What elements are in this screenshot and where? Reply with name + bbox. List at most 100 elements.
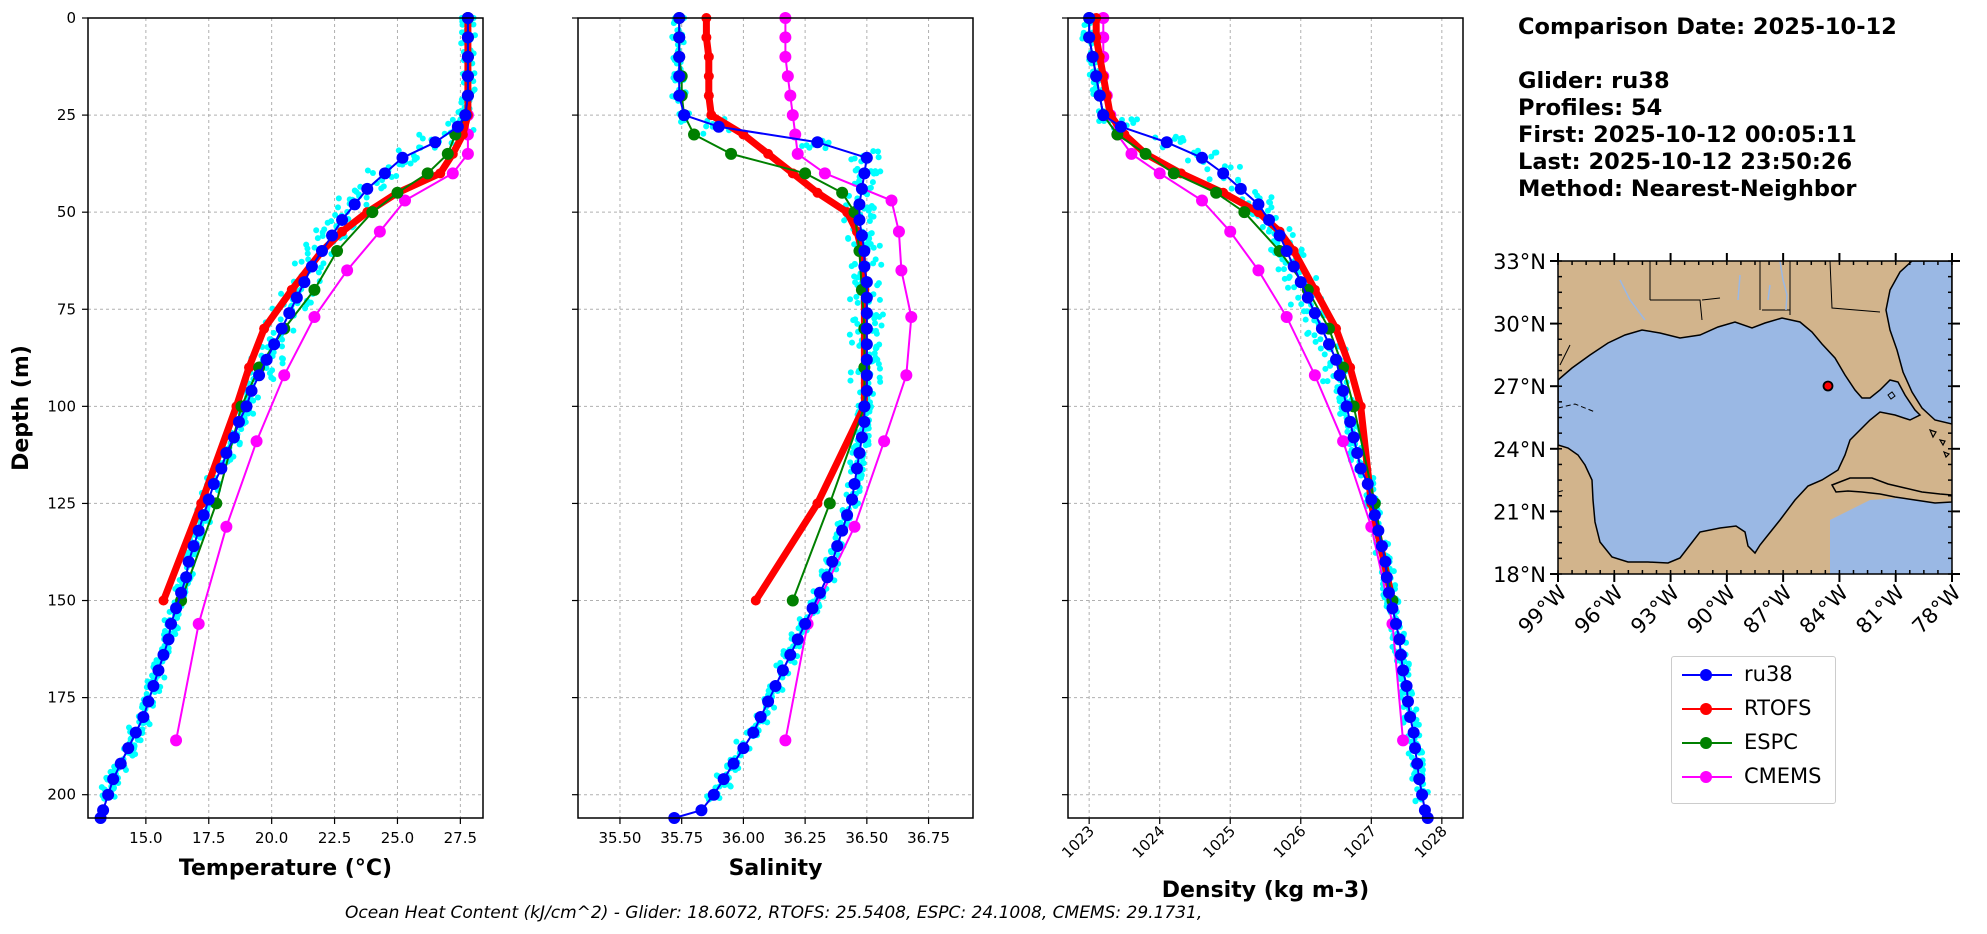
scatter-point bbox=[777, 659, 784, 666]
gulf-of-mexico-water bbox=[1558, 317, 1922, 564]
scatter-point bbox=[873, 343, 880, 350]
mexico-border bbox=[1558, 403, 1596, 493]
scatter-point bbox=[1303, 308, 1310, 315]
series-point bbox=[860, 151, 873, 164]
series-point bbox=[1160, 136, 1173, 149]
series-point bbox=[1397, 664, 1410, 677]
series-point bbox=[232, 415, 245, 428]
scatter-point bbox=[1252, 189, 1259, 196]
scatter-point bbox=[872, 320, 879, 327]
axes-frame bbox=[87, 17, 484, 819]
scatter-point bbox=[878, 322, 885, 329]
lat-label: 24°N bbox=[1493, 438, 1546, 462]
series-point bbox=[779, 734, 792, 747]
scatter-point bbox=[853, 293, 860, 300]
series-point bbox=[841, 509, 854, 522]
series-point bbox=[182, 555, 195, 568]
series-point bbox=[1380, 571, 1393, 584]
series-point bbox=[152, 664, 165, 677]
series-point bbox=[1322, 338, 1335, 351]
series-point bbox=[821, 571, 834, 584]
series-point bbox=[885, 194, 898, 207]
scatter-point bbox=[1302, 316, 1309, 323]
series-point bbox=[1365, 493, 1378, 506]
series-point bbox=[1083, 31, 1096, 44]
comparison-date: Comparison Date: 2025-10-12 bbox=[1518, 14, 1897, 40]
scatter-point bbox=[1304, 330, 1311, 337]
series-point bbox=[1382, 586, 1395, 599]
lon-label: 96°W bbox=[1570, 580, 1628, 638]
scatter-point bbox=[852, 279, 859, 286]
series-point bbox=[860, 307, 873, 320]
series-point bbox=[1389, 617, 1402, 630]
scatter-point bbox=[876, 242, 883, 249]
series-point bbox=[725, 147, 738, 160]
scatter-point bbox=[1322, 365, 1329, 372]
series-point bbox=[858, 260, 871, 273]
series-point bbox=[1337, 435, 1350, 448]
series-point bbox=[707, 788, 720, 801]
series-cmems bbox=[1097, 12, 1410, 747]
info-panel: Comparison Date: 2025-10-12 Glider: ru38… bbox=[1518, 14, 1897, 203]
series-point bbox=[850, 462, 863, 475]
series-point bbox=[1210, 186, 1223, 199]
series-point bbox=[192, 617, 205, 630]
scatter-point bbox=[335, 195, 342, 202]
series-point bbox=[114, 757, 127, 770]
scatter-point bbox=[852, 167, 859, 174]
scatter-point bbox=[1280, 266, 1287, 273]
x-tick-label: 17.5 bbox=[192, 829, 225, 847]
profile-count: Profiles: 54 bbox=[1518, 95, 1663, 121]
scatter-point bbox=[1298, 301, 1305, 308]
series-point bbox=[1375, 540, 1388, 553]
series-point bbox=[1347, 431, 1360, 444]
scatter-point bbox=[369, 169, 376, 176]
scatter-point bbox=[332, 211, 339, 218]
scatter-point bbox=[1184, 157, 1191, 164]
scatter-point bbox=[393, 173, 400, 180]
series-point bbox=[688, 128, 701, 141]
scatter-point bbox=[334, 204, 341, 211]
series-point bbox=[192, 524, 205, 537]
scatter-point bbox=[250, 397, 257, 404]
series-point bbox=[461, 147, 474, 160]
series-point bbox=[860, 276, 873, 289]
scatter-point bbox=[837, 519, 844, 526]
y-tick-label: 200 bbox=[47, 786, 76, 804]
series-point bbox=[1333, 369, 1346, 382]
series-point bbox=[1337, 384, 1350, 397]
scatter-point bbox=[875, 154, 882, 161]
series-point bbox=[461, 50, 474, 63]
series-point bbox=[451, 120, 464, 133]
series-point bbox=[459, 109, 472, 122]
series-point bbox=[1416, 788, 1429, 801]
scatter-point bbox=[1415, 721, 1422, 728]
series-point bbox=[1351, 446, 1364, 459]
scatter-point bbox=[878, 261, 885, 268]
salinity-panel: 35.50 35.75 36.00 36.25 36.50 36.75 Salinity bbox=[572, 12, 974, 881]
scatter-point bbox=[279, 336, 286, 343]
scatter-point bbox=[395, 147, 402, 154]
scatter-point bbox=[277, 316, 284, 323]
scatter-point bbox=[364, 167, 371, 174]
series-point bbox=[165, 617, 178, 630]
method: Method: Nearest-Neighbor bbox=[1518, 176, 1857, 202]
series-point bbox=[784, 648, 797, 661]
scatter-point bbox=[869, 179, 876, 186]
series-point bbox=[275, 322, 288, 335]
series-point bbox=[703, 51, 714, 62]
series-point bbox=[1397, 734, 1410, 747]
series-point bbox=[162, 633, 175, 646]
series-point bbox=[1153, 167, 1166, 180]
x-tick-label: 1027 bbox=[1340, 822, 1380, 862]
series-point bbox=[1252, 198, 1265, 211]
series-point bbox=[754, 711, 767, 724]
bahamas-islands bbox=[1928, 429, 1951, 459]
series-point bbox=[858, 167, 871, 180]
series-point bbox=[197, 509, 210, 522]
scatter-point bbox=[1336, 398, 1343, 405]
series-point bbox=[283, 307, 296, 320]
series-point bbox=[180, 571, 193, 584]
series-point bbox=[1287, 260, 1300, 273]
scatter-point bbox=[1412, 798, 1419, 805]
